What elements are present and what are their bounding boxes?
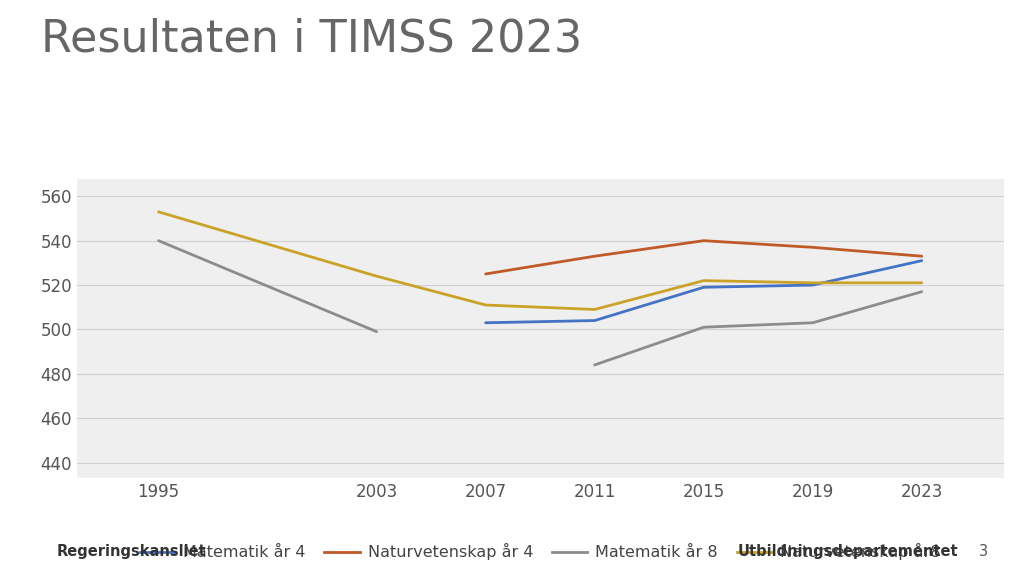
Legend: Matematik år 4, Naturvetenskap år 4, Matematik år 8, Naturvetenskap år8: Matematik år 4, Naturvetenskap år 4, Mat…: [133, 537, 947, 567]
Text: Utbildningsdepartementet: Utbildningsdepartementet: [737, 544, 957, 559]
Text: Regeringskansliet: Regeringskansliet: [56, 544, 206, 559]
Text: Resultaten i TIMSS 2023: Resultaten i TIMSS 2023: [41, 17, 583, 60]
Text: 3: 3: [979, 544, 988, 559]
